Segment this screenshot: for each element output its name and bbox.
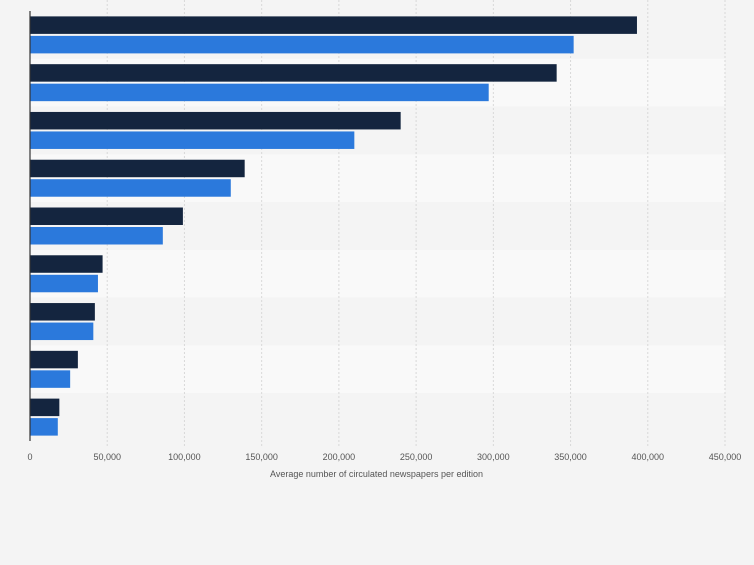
bar-series2-row3 — [30, 131, 355, 149]
x-axis-ticks: 0 50,000 100,000 150,000 200,000 250,000 300,0… — [27, 452, 741, 462]
bar-series2-row9 — [30, 418, 58, 436]
bar-series2-row5 — [30, 227, 163, 245]
x-tick-label-1: 50,000 — [93, 452, 121, 462]
x-tick-label-9: 450,000 — [709, 452, 742, 462]
row-band-7 — [30, 297, 725, 346]
bar-series1-row6 — [30, 255, 103, 273]
bar-series1-row5 — [30, 207, 183, 225]
x-tick-label-2: 100,000 — [168, 452, 201, 462]
gridlines — [106, 0, 726, 447]
row-band-9 — [30, 393, 725, 441]
bars — [30, 16, 637, 436]
bar-series2-row1 — [30, 35, 574, 54]
x-tick-label-0: 0 — [27, 452, 32, 462]
bar-series1-row4 — [30, 159, 245, 178]
x-tick-label-6: 300,000 — [477, 452, 510, 462]
bar-series1-row3 — [30, 111, 401, 130]
bar-series2-row8 — [30, 370, 71, 388]
bar-series2-row7 — [30, 322, 94, 341]
bar-series1-row7 — [30, 303, 95, 321]
row-band-6 — [30, 249, 725, 298]
x-axis-label: Average number of circulated newspapers … — [270, 469, 483, 479]
bar-series2-row6 — [30, 274, 98, 293]
x-tick-label-4: 200,000 — [323, 452, 356, 462]
x-tick-label-8: 400,000 — [632, 452, 665, 462]
row-bands — [30, 11, 725, 441]
row-band-8 — [30, 345, 725, 394]
bar-series1-row8 — [30, 350, 78, 369]
bar-series2-row4 — [30, 179, 231, 197]
x-tick-label-3: 150,000 — [245, 452, 278, 462]
bar-series1-row1 — [30, 16, 637, 34]
bar-series2-row2 — [30, 83, 489, 102]
x-tick-label-7: 350,000 — [554, 452, 587, 462]
bar-series1-row2 — [30, 64, 557, 82]
bar-series1-row9 — [30, 398, 60, 417]
x-tick-label-5: 250,000 — [400, 452, 433, 462]
